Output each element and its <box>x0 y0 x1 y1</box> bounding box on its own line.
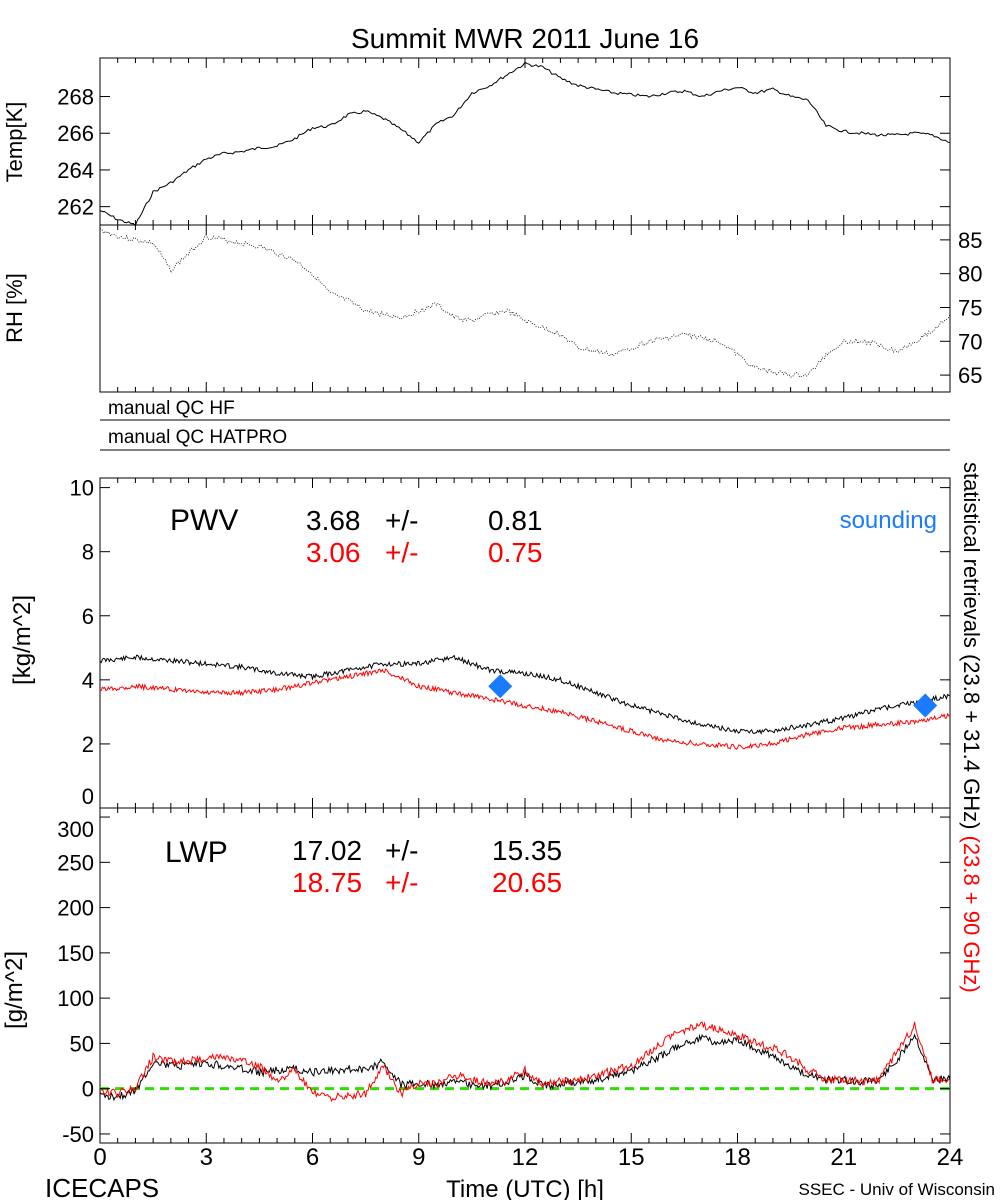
footer-left: ICECAPS <box>45 1173 159 1200</box>
xtick-label: 12 <box>512 1144 539 1171</box>
pwv-ytick-label: 2 <box>82 732 94 757</box>
rh-ytick-label: 75 <box>958 295 982 320</box>
rh-series-points <box>99 228 951 378</box>
qc-hf-label: manual QC HF <box>108 398 235 419</box>
rh-ylabel: RH [%] <box>2 273 27 343</box>
right-label-red: (23.8 + 90 GHz) <box>959 836 984 993</box>
pwv-ytick-label: 6 <box>82 604 94 629</box>
pwv-label: PWV <box>170 504 238 537</box>
lwp-ytick-label: 150 <box>57 941 94 966</box>
lwp-mean-black: 17.02 <box>292 835 362 866</box>
rh-ytick-label: 80 <box>958 262 982 287</box>
xtick-label: 21 <box>830 1144 857 1171</box>
pwv-sd-red: 0.75 <box>488 537 543 568</box>
pwv-ytick-label: 10 <box>70 476 94 501</box>
lwp-series-red <box>99 1021 951 1103</box>
xtick-label: 15 <box>618 1144 645 1171</box>
lwp-stats-black: 17.02 +/- 15.35 <box>292 835 562 866</box>
rh-ytick-label: 85 <box>958 228 982 253</box>
lwp-sd-red: 20.65 <box>492 867 562 898</box>
pwv-mean-black: 3.68 <box>306 505 361 536</box>
lwp-ytick-label: 200 <box>57 896 94 921</box>
sounding-marker <box>913 693 938 718</box>
lwp-ytick-label: 300 <box>57 817 94 842</box>
lwp-ytick-label: -50 <box>62 1122 94 1147</box>
pwv-series-black <box>99 654 951 735</box>
pwv-ytick-label: 4 <box>82 668 94 693</box>
xlabel: Time (UTC) [h] <box>446 1176 604 1200</box>
temp-panel: 262 264 266 268 Temp[K] <box>2 57 951 227</box>
pwv-ytick-label: 8 <box>82 540 94 565</box>
lwp-pm-red: +/- <box>385 867 418 898</box>
temp-ytick-label: 266 <box>57 121 94 146</box>
rh-panel: 65 70 75 80 85 RH [%] <box>2 224 982 393</box>
temp-ylabel: Temp[K] <box>2 102 27 183</box>
footer-right: SSEC - Univ of Wisconsin <box>799 1180 996 1199</box>
temp-frame <box>99 57 951 226</box>
lwp-pm-black: +/- <box>385 835 418 866</box>
pwv-mean-red: 3.06 <box>306 537 361 568</box>
sounding-marker <box>488 674 513 699</box>
lwp-label: LWP <box>165 836 228 869</box>
lwp-ytick-label: 100 <box>57 986 94 1011</box>
rh-ytick-label: 65 <box>958 363 982 388</box>
xtick-label: 0 <box>93 1144 106 1171</box>
lwp-sd-black: 15.35 <box>492 835 562 866</box>
xtick-label: 9 <box>412 1144 425 1171</box>
temp-series-line <box>99 61 951 227</box>
temp-ytick-label: 264 <box>57 158 94 183</box>
xtick-label: 18 <box>724 1144 751 1171</box>
rh-ytick-label: 70 <box>958 329 982 354</box>
xtick-label: 24 <box>937 1144 964 1171</box>
chart-title: Summit MWR 2011 June 16 <box>351 23 699 54</box>
lwp-series-black <box>99 1033 951 1102</box>
lwp-ytick-label: 250 <box>57 850 94 875</box>
lwp-mean-red: 18.75 <box>292 867 362 898</box>
xtick-label: 3 <box>200 1144 213 1171</box>
pwv-sd-black: 0.81 <box>488 505 543 536</box>
rh-frame <box>99 224 951 393</box>
pwv-stats-black: 3.68 +/- 0.81 <box>306 505 543 536</box>
temp-ytick-label: 268 <box>57 85 94 110</box>
temp-ytick-label: 262 <box>57 195 94 220</box>
lwp-ytick-label: 0 <box>82 1077 94 1102</box>
pwv-pm-red: +/- <box>385 537 418 568</box>
lwp-ytick-label: 50 <box>70 1031 94 1056</box>
qc-strips: manual QC HF manual QC HATPRO <box>100 398 950 451</box>
pwv-series-red <box>99 668 951 751</box>
lwp-ylabel: [g/m^2] <box>1 951 28 1029</box>
right-vertical-label: statistical retrievals (23.8 + 31.4 GHz)… <box>959 462 984 993</box>
pwv-stats-red: 3.06 +/- 0.75 <box>306 537 543 568</box>
lwp-panel: -50 0 50 100 150 200 250 300 [g/m^2] LWP 17.02 … <box>1 807 951 1147</box>
sounding-legend: sounding <box>840 507 937 534</box>
pwv-panel: 0 2 4 6 8 10 [kg/m^2] PWV 3.68 +/- 0.81 3.06 … <box>9 476 951 809</box>
right-label-black: statistical retrievals (23.8 + 31.4 GHz) <box>959 462 984 829</box>
pwv-pm-black: +/- <box>385 505 418 536</box>
qc-hatpro-label: manual QC HATPRO <box>108 427 287 448</box>
pwv-ytick-label: 0 <box>82 784 94 809</box>
pwv-ylabel: [kg/m^2] <box>9 595 36 685</box>
lwp-stats-red: 18.75 +/- 20.65 <box>292 867 562 898</box>
xtick-label: 6 <box>306 1144 319 1171</box>
